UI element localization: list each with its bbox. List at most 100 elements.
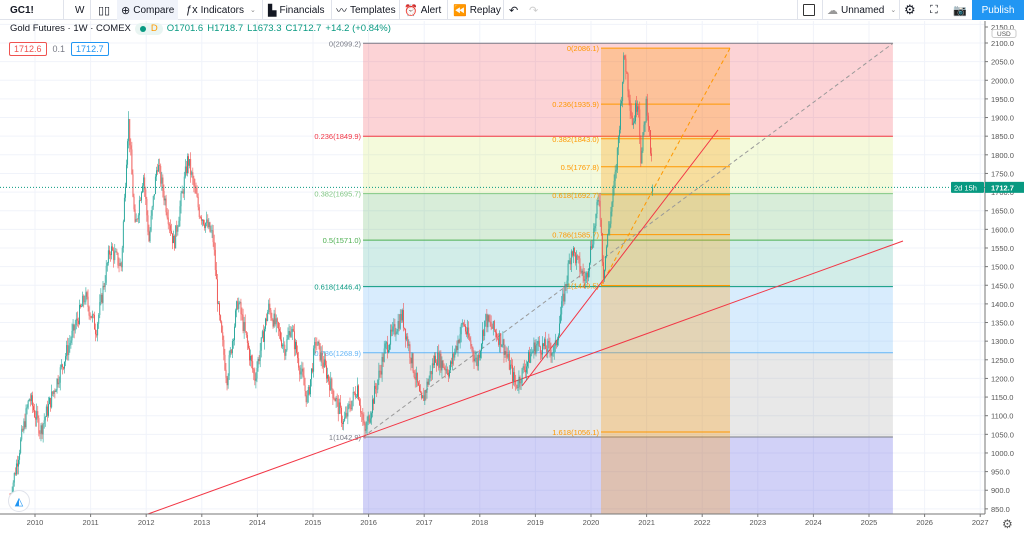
candle-body <box>327 375 328 379</box>
candle-body <box>484 320 486 336</box>
candle-body <box>618 129 620 137</box>
candle-body <box>255 378 257 381</box>
candle-body <box>583 275 585 281</box>
candle-body <box>532 351 534 353</box>
candle-body <box>150 215 152 231</box>
snapshot-button[interactable]: 📷 <box>953 0 967 20</box>
candle-body <box>293 331 295 350</box>
candle-body <box>129 118 131 146</box>
settings-button[interactable]: ⚙ <box>904 0 916 20</box>
sell-price-button[interactable]: 1712.6 <box>9 42 47 56</box>
candle-body <box>87 296 89 307</box>
undo-button[interactable]: ↶ <box>509 0 518 20</box>
layout-name-button[interactable]: ☁ Unnamed ⌄ <box>827 0 896 20</box>
candle-body <box>221 321 223 333</box>
candle-body <box>192 172 194 179</box>
financials-button[interactable]: ▙ Financials <box>268 0 325 20</box>
price-tick-label: 1300.0 <box>991 337 1014 346</box>
candle-body <box>493 321 495 331</box>
candle-body <box>332 389 334 399</box>
alarm-clock-icon: ⏰ <box>404 4 418 17</box>
candle-body <box>101 294 103 303</box>
candle-body <box>524 370 526 373</box>
candle-body <box>199 217 201 218</box>
candle-body <box>271 317 273 321</box>
buy-price-button[interactable]: 1712.7 <box>71 42 109 56</box>
candle-body <box>241 314 243 315</box>
candle-body <box>509 364 511 370</box>
symbol-search[interactable]: GC1! <box>10 4 34 16</box>
candle-body <box>75 318 77 326</box>
candle-body <box>560 314 562 324</box>
candle-body <box>154 176 156 194</box>
candle-body <box>118 265 120 267</box>
replay-button[interactable]: ⏪ Replay <box>453 0 501 20</box>
fullscreen-button[interactable]: ⛶ <box>930 0 938 20</box>
candle-body <box>273 313 275 327</box>
candle-body <box>544 339 546 347</box>
candle-body <box>539 346 541 354</box>
candle-body <box>550 349 552 356</box>
candle-body <box>120 262 122 268</box>
candle-body <box>27 401 29 408</box>
candle-body <box>501 344 503 347</box>
indicators-button[interactable]: ƒx Indicators ⌄ <box>186 0 256 20</box>
publish-button[interactable]: Publish <box>972 0 1024 20</box>
candle-body <box>638 106 640 110</box>
alert-button[interactable]: ⏰ Alert <box>404 0 441 20</box>
candle-body <box>261 331 263 338</box>
templates-button[interactable]: 〰 Templates <box>336 0 396 20</box>
candle-body <box>374 385 376 404</box>
market-status-badge[interactable]: D <box>134 23 163 35</box>
candle-body <box>431 363 433 375</box>
candle-body <box>295 341 296 350</box>
candle-body <box>76 318 78 321</box>
candle-body <box>358 385 359 400</box>
symbol-title[interactable]: Gold Futures · 1W · COMEX <box>10 23 131 34</box>
candle-body <box>365 429 367 431</box>
candle-body <box>423 395 425 401</box>
chevron-down-icon[interactable]: ⌄ <box>249 7 256 14</box>
candle-body <box>537 340 539 344</box>
candle-body <box>46 406 48 416</box>
candle-body <box>384 343 386 349</box>
candle-body <box>579 258 581 272</box>
candle-body <box>436 362 438 366</box>
candle-body <box>205 222 207 228</box>
divider <box>262 0 263 20</box>
undo-icon: ↶ <box>509 4 519 17</box>
candle-body <box>138 200 140 216</box>
tradingview-logo[interactable]: ◭ <box>8 490 30 512</box>
candle-body <box>272 320 274 327</box>
candle-body <box>350 408 352 410</box>
candle-body <box>545 339 547 350</box>
candle-body <box>57 378 59 385</box>
candle-body <box>234 326 235 341</box>
candle-body <box>265 318 266 329</box>
candle-body <box>174 235 176 249</box>
candle-body <box>617 136 619 148</box>
candle-body <box>424 391 426 401</box>
candle-body <box>439 353 441 368</box>
candle-body <box>162 177 164 192</box>
candle-body <box>599 200 601 220</box>
candle-body <box>446 369 448 374</box>
select-layout-button[interactable] <box>803 0 815 20</box>
candle-body <box>201 219 203 221</box>
candle-body <box>519 376 521 384</box>
price-tick-label: 850.0 <box>991 505 1010 514</box>
candle-body <box>268 303 270 313</box>
price-tick-label: 1250.0 <box>991 356 1014 365</box>
chart-type-button[interactable]: ▯▯ <box>98 0 110 20</box>
axis-settings-icon[interactable]: ⚙ <box>1002 517 1013 531</box>
candle-body <box>31 395 33 407</box>
candle-body <box>232 340 234 342</box>
candle-body <box>185 166 187 174</box>
interval-button[interactable]: W <box>75 4 85 16</box>
price-tick-label: 1100.0 <box>991 412 1013 421</box>
candle-body <box>132 174 134 197</box>
compare-button[interactable]: ⊕ Compare <box>117 0 179 20</box>
redo-button[interactable]: ↷ <box>529 0 538 20</box>
candle-body <box>195 187 197 194</box>
